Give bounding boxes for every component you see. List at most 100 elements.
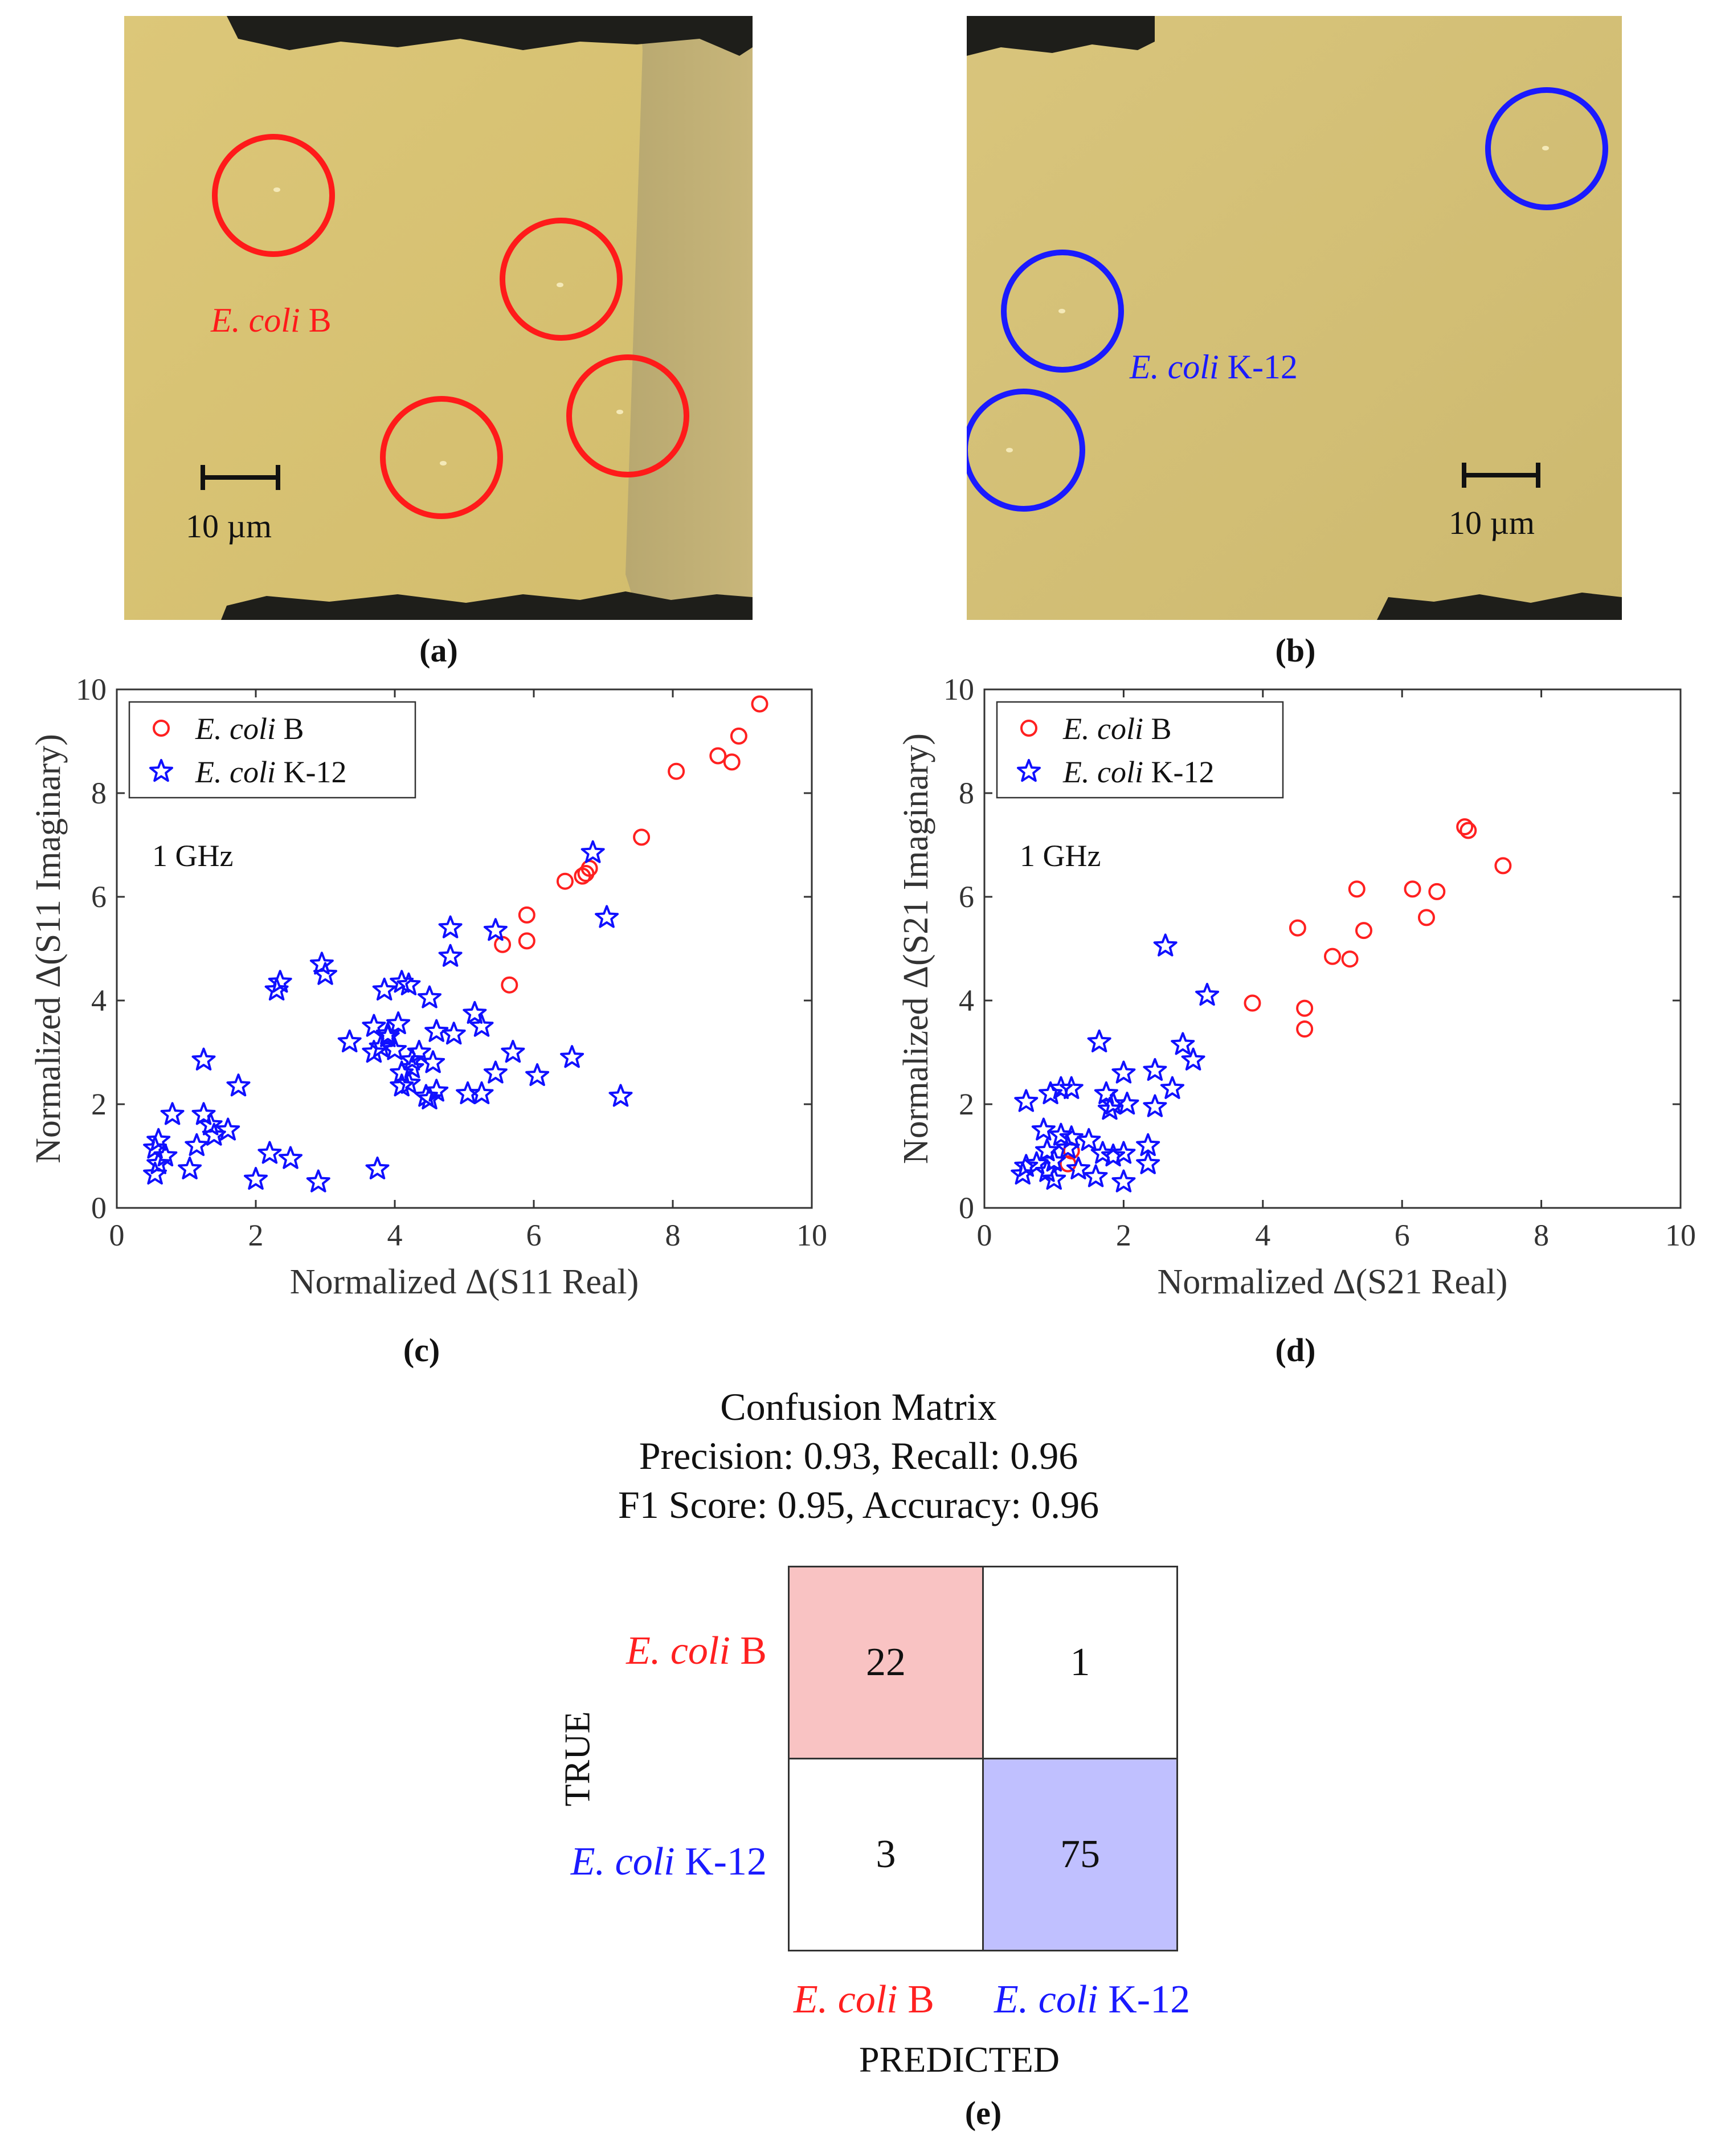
y-tick-label-c-5: 10 [76, 672, 107, 707]
cm-cell-b-k12: 1 [982, 1566, 1178, 1759]
x-tick-label-c-2: 4 [387, 1218, 403, 1252]
legend-c: E. coli B E. coli K-12 [128, 701, 416, 799]
legend-marker-d-0 [1020, 720, 1037, 737]
label-b-italic: E. coli [1130, 348, 1219, 386]
point-d-1-24 [1056, 1136, 1080, 1159]
bacterium-a2 [557, 283, 563, 287]
point-c-1-27 [501, 1040, 525, 1063]
point-d-1-20 [1031, 1117, 1056, 1141]
point-c-1-55 [178, 1156, 202, 1179]
highlight-circles-a [212, 134, 689, 519]
bacterium-a1 [273, 187, 280, 192]
point-c-1-22 [383, 1037, 407, 1060]
point-c-1-49 [185, 1133, 209, 1156]
point-c-1-45 [191, 1102, 216, 1125]
caption-a: (a) [419, 632, 458, 669]
point-d-1-17 [1059, 1076, 1084, 1099]
point-c-1-23 [424, 1019, 449, 1042]
point-c-1-35 [396, 1071, 421, 1094]
y-tick-label-d-3: 6 [959, 880, 974, 914]
point-d-0-3 [1348, 880, 1366, 898]
point-c-1-30 [390, 1060, 414, 1084]
point-c-1-53 [146, 1151, 171, 1174]
point-c-1-12 [418, 985, 441, 1008]
point-d-1-14 [1136, 1151, 1160, 1174]
y-tick-label-d-5: 10 [943, 672, 974, 707]
point-d-1-36 [1115, 1092, 1139, 1115]
caption-e: (e) [964, 2094, 1002, 2132]
bacterium-a3 [616, 410, 623, 414]
x-axis-label-d: Normalized Δ(S21 Real) [1158, 1263, 1508, 1301]
point-c-1-40 [469, 1081, 494, 1104]
point-d-1-32 [1066, 1156, 1090, 1179]
point-c-1-32 [483, 1060, 508, 1084]
x-tick-label-d-5: 10 [1665, 1218, 1696, 1252]
series-c-1 [143, 840, 633, 1193]
cm-col-label-k12-italic: E. coli [994, 1978, 1098, 2022]
point-c-1-2 [483, 918, 508, 941]
y-tick-label-d-0: 0 [959, 1191, 974, 1225]
x-tick-label-d-0: 0 [977, 1218, 992, 1252]
point-c-1-47 [216, 1117, 240, 1141]
gap-bottom-b [1377, 593, 1622, 620]
series-d-0 [1059, 818, 1512, 1173]
marker-circle-a3 [566, 354, 689, 477]
y-tick-label-d-2: 4 [959, 983, 974, 1018]
cm-row-label-k12: E. coli K-12 [571, 1839, 767, 1885]
gap-bottom-a [221, 591, 753, 620]
cm-cell-k12-b: 3 [788, 1758, 984, 1951]
point-c-1-42 [191, 1047, 216, 1071]
y-tick-label-c-1: 2 [91, 1087, 107, 1121]
point-c-1-43 [226, 1073, 251, 1097]
point-c-1-13 [463, 1001, 487, 1024]
cm-row-label-k12-rest: K-12 [674, 1840, 767, 1884]
point-c-1-26 [400, 1047, 424, 1071]
point-d-0-8 [1355, 922, 1372, 940]
point-d-0-10 [1341, 950, 1359, 968]
point-c-0-7 [577, 865, 595, 883]
point-d-1-2 [1171, 1032, 1195, 1055]
legend-box-c [128, 701, 416, 799]
point-c-1-60 [365, 1156, 390, 1179]
cm-row-label-b-italic: E. coli [626, 1629, 730, 1673]
y-axis-label-d: Normalized Δ(S21 Imaginary) [897, 733, 935, 1164]
point-c-1-41 [608, 1084, 633, 1107]
point-d-1-26 [1042, 1149, 1066, 1172]
point-c-1-16 [362, 1014, 386, 1037]
point-c-1-15 [386, 1011, 411, 1035]
x-tick-label-c-5: 10 [796, 1218, 827, 1252]
point-c-1-54 [143, 1161, 167, 1185]
point-d-0-0 [1456, 818, 1474, 836]
point-d-1-35 [1101, 1144, 1126, 1167]
y-axis-label-c: Normalized Δ(S11 Imaginary) [29, 734, 68, 1163]
gap-top-a [227, 16, 753, 56]
point-d-1-0 [1153, 933, 1178, 957]
point-c-0-0 [751, 695, 768, 713]
point-d-0-4 [1404, 880, 1421, 898]
micrograph-b-label: E. coli K-12 [1130, 348, 1298, 387]
point-c-1-56 [257, 1141, 282, 1164]
point-c-1-29 [421, 1050, 445, 1073]
cm-row-label-b-rest: B [730, 1629, 767, 1673]
bacterium-b1 [1542, 146, 1549, 150]
point-d-1-6 [1143, 1057, 1167, 1081]
point-d-0-1 [1460, 822, 1477, 839]
x-axis-label-c: Normalized Δ(S11 Real) [290, 1263, 639, 1301]
point-d-0-13 [1296, 1020, 1314, 1038]
point-d-0-9 [1324, 948, 1341, 965]
point-c-1-46 [198, 1112, 223, 1136]
x-tick-label-d-3: 6 [1395, 1218, 1410, 1252]
point-d-1-22 [1059, 1125, 1084, 1149]
point-d-1-5 [1160, 1076, 1184, 1099]
series-d-1 [1011, 933, 1220, 1193]
label-a-italic: E. coli [211, 301, 300, 339]
highlight-circles-b [967, 87, 1608, 512]
cm-axis-predicted: PREDICTED [859, 2039, 1060, 2080]
point-d-1-18 [1039, 1081, 1063, 1104]
caption-d: (d) [1275, 1332, 1316, 1369]
legend-label-c-0: E. coli B [195, 712, 304, 746]
point-c-0-11 [518, 932, 535, 950]
cm-axis-true: TRUE [557, 1711, 598, 1807]
point-d-1-25 [1035, 1138, 1059, 1162]
point-c-1-7 [309, 952, 334, 975]
